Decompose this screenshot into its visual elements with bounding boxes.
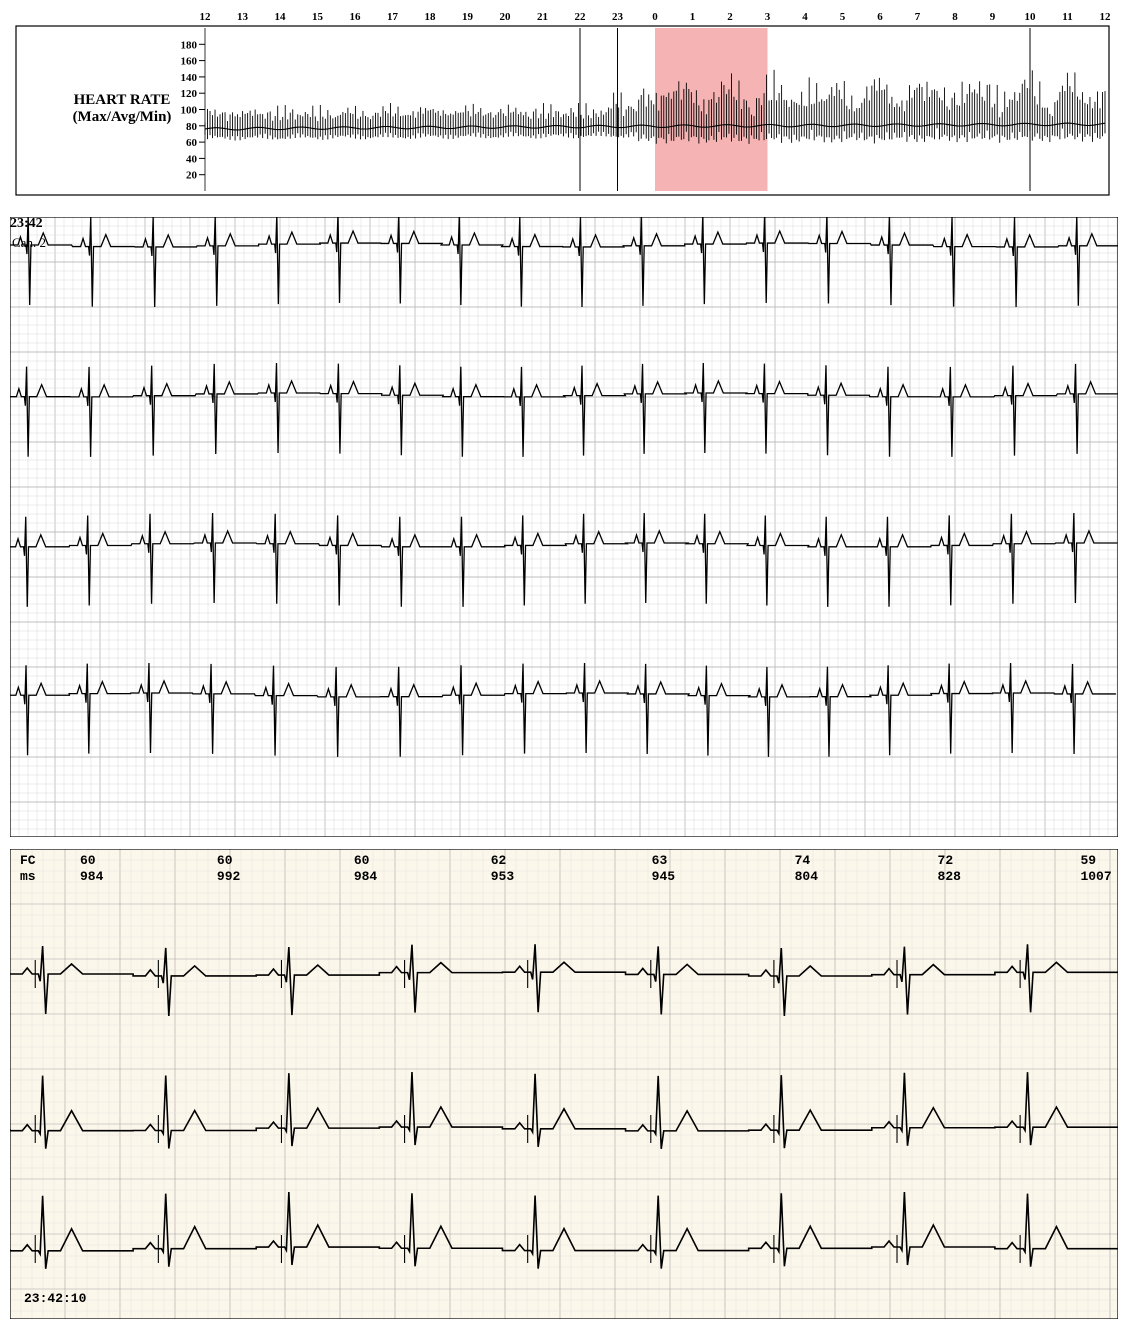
svg-text:21: 21 — [537, 11, 548, 23]
svg-text:23: 23 — [612, 11, 624, 23]
fc-value: 63 — [652, 853, 668, 868]
page: 1213141516171819202122230123456789101112… — [0, 6, 1128, 1319]
svg-text:15: 15 — [312, 11, 324, 23]
svg-text:160: 160 — [181, 56, 198, 68]
svg-text:8: 8 — [952, 11, 958, 23]
svg-text:18: 18 — [425, 11, 437, 23]
ecg-channel-label: Can. 2 — [12, 235, 46, 251]
svg-text:60: 60 — [186, 137, 198, 149]
svg-text:9: 9 — [990, 11, 996, 23]
ecg-timestamp: 23:42 — [10, 216, 43, 232]
svg-text:16: 16 — [350, 11, 362, 23]
svg-text:20: 20 — [500, 11, 512, 23]
svg-text:19: 19 — [462, 11, 474, 23]
fc-value: 72 — [938, 853, 954, 868]
ms-value: 1007 — [1080, 869, 1111, 884]
ms-label: ms — [20, 869, 36, 884]
svg-text:40: 40 — [186, 153, 198, 165]
svg-text:2: 2 — [727, 11, 733, 23]
ms-value: 992 — [217, 869, 240, 884]
fc-value: 60 — [80, 853, 96, 868]
svg-text:140: 140 — [181, 72, 198, 84]
svg-text:0: 0 — [652, 11, 658, 23]
ms-value: 953 — [491, 869, 514, 884]
ms-value: 945 — [652, 869, 675, 884]
svg-text:14: 14 — [275, 11, 287, 23]
bottom-timestamp: 23:42:10 — [24, 1291, 86, 1306]
fc-value: 60 — [217, 853, 233, 868]
svg-text:10: 10 — [1025, 11, 1037, 23]
svg-text:11: 11 — [1062, 11, 1072, 23]
fc-value: 74 — [795, 853, 811, 868]
bottom-detail-panel: FC ms 60 60 60 62 63 74 72 59 984 992 984 953 945 80… — [10, 849, 1118, 1319]
heart-rate-title-block: HEART RATE (Max/Avg/Min) — [42, 92, 202, 127]
svg-text:20: 20 — [186, 170, 198, 182]
ms-value: 828 — [938, 869, 961, 884]
fc-value: 60 — [354, 853, 370, 868]
fc-value: 59 — [1080, 853, 1096, 868]
svg-text:5: 5 — [840, 11, 846, 23]
svg-text:12: 12 — [1100, 11, 1112, 23]
ms-value: 804 — [795, 869, 818, 884]
svg-text:180: 180 — [181, 39, 198, 51]
svg-text:12: 12 — [200, 11, 212, 23]
svg-text:17: 17 — [387, 11, 399, 23]
heart-rate-title: HEART RATE — [42, 92, 202, 109]
ecg-grid-chart — [10, 217, 1118, 837]
heart-rate-panel: 1213141516171819202122230123456789101112… — [10, 6, 1115, 201]
svg-text:13: 13 — [237, 11, 249, 23]
svg-text:22: 22 — [575, 11, 587, 23]
ms-value: 984 — [354, 869, 377, 884]
svg-text:1: 1 — [690, 11, 696, 23]
fc-label: FC — [20, 853, 36, 868]
svg-text:7: 7 — [915, 11, 921, 23]
bottom-ecg-chart — [10, 849, 1118, 1319]
svg-text:4: 4 — [802, 11, 808, 23]
ecg-strip-section: 23:42 Can. 2 — [10, 217, 1118, 837]
svg-text:3: 3 — [765, 11, 771, 23]
ms-value: 984 — [80, 869, 103, 884]
svg-text:6: 6 — [877, 11, 883, 23]
fc-value: 62 — [491, 853, 507, 868]
heart-rate-subtitle: (Max/Avg/Min) — [42, 109, 202, 126]
